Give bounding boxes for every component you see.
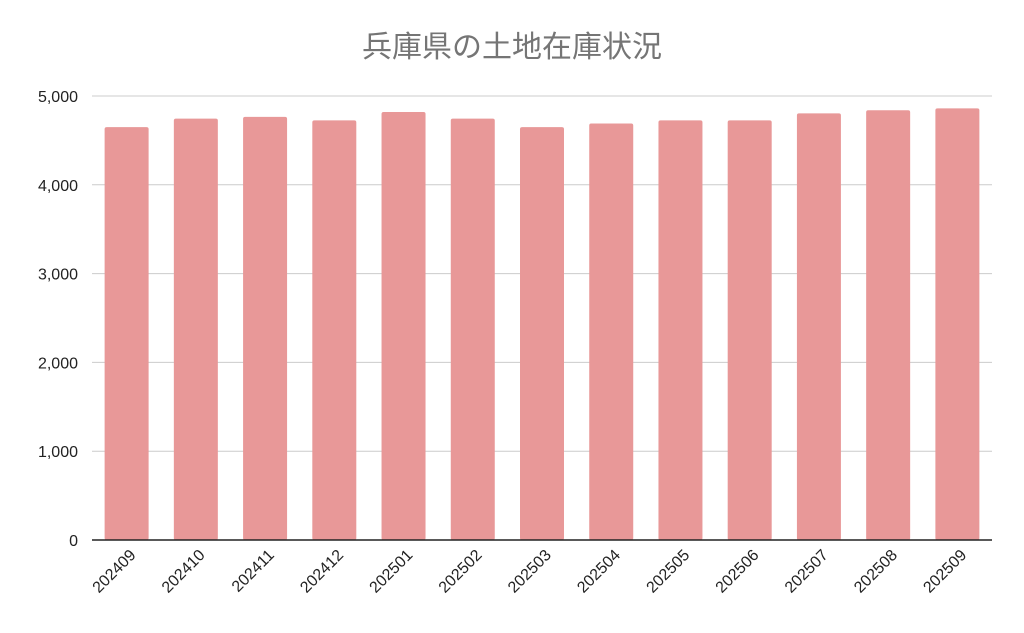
x-tick-label: 202508 xyxy=(851,547,901,597)
x-tick-label: 202509 xyxy=(920,547,970,597)
y-tick-label: 1,000 xyxy=(38,444,78,461)
x-tick-label: 202501 xyxy=(367,547,417,597)
y-tick-label: 3,000 xyxy=(38,267,78,284)
bar xyxy=(796,113,841,540)
bar xyxy=(243,116,288,541)
bar xyxy=(312,120,357,541)
bar xyxy=(589,123,634,540)
x-tick-label: 202412 xyxy=(297,547,347,597)
y-tick-labels: 0 1,000 2,000 3,000 4,000 5,000 xyxy=(38,89,78,550)
y-tick-label: 5,000 xyxy=(38,89,78,106)
chart-title: 兵庫県の土地在庫状況 xyxy=(362,30,662,65)
y-tick-label: 4,000 xyxy=(38,178,78,195)
bar xyxy=(381,111,426,540)
x-tick-label: 202411 xyxy=(229,547,278,596)
x-tick-label: 202505 xyxy=(644,547,694,597)
x-tick-label: 202507 xyxy=(782,547,832,597)
y-tick-label: 2,000 xyxy=(38,355,78,372)
x-tick-label: 202506 xyxy=(713,547,763,597)
x-tick-label: 202504 xyxy=(574,547,624,597)
y-tick-label: 0 xyxy=(69,533,78,550)
bars xyxy=(104,108,980,541)
x-tick-labels: 202409 202410 202411 202412 202501 202502 2025… xyxy=(90,547,971,597)
bar xyxy=(935,108,980,540)
x-tick-label: 202409 xyxy=(90,547,140,597)
x-tick-label: 202503 xyxy=(505,547,555,597)
x-tick-label: 202410 xyxy=(159,547,209,597)
bar xyxy=(658,120,703,541)
bar xyxy=(727,120,772,541)
x-tick-label: 202502 xyxy=(436,547,486,597)
bar xyxy=(866,110,911,540)
bar xyxy=(104,127,149,540)
bar xyxy=(173,118,218,541)
bar xyxy=(450,118,495,541)
bar xyxy=(520,127,564,540)
